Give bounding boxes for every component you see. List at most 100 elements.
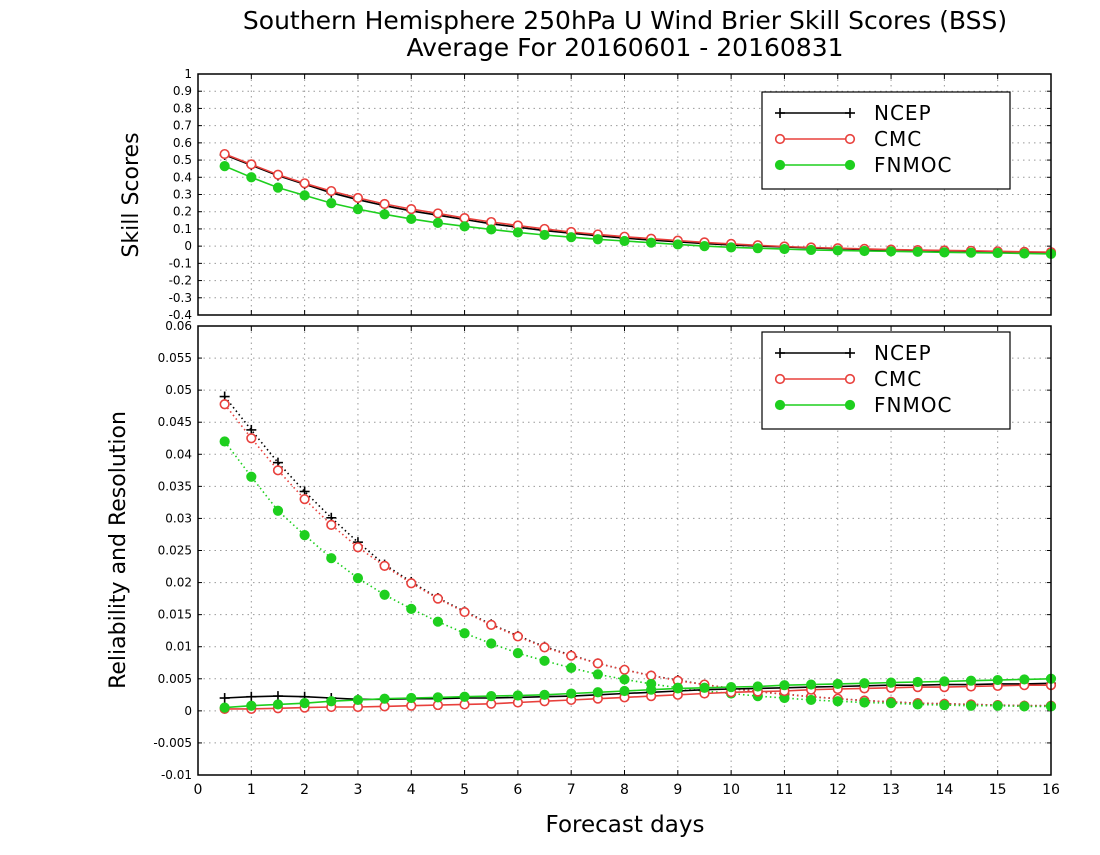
cmc-resolution-series-point bbox=[646, 670, 657, 681]
cmc-resolution-series-point bbox=[459, 606, 470, 618]
legend-label: CMC bbox=[874, 367, 922, 391]
y-tick-label: 0.1 bbox=[173, 222, 192, 236]
fnmoc-series-point bbox=[459, 221, 470, 232]
legend-item-ncep: NCEP bbox=[775, 101, 931, 125]
y-tick-label: -0.005 bbox=[153, 736, 192, 750]
y-tick-label: 0.015 bbox=[158, 608, 192, 622]
fnmoc-reliability-series-point bbox=[619, 685, 630, 697]
fnmoc-reliability-series-point bbox=[592, 687, 603, 698]
fnmoc-series-point bbox=[326, 198, 337, 209]
y-tick-label: 0.9 bbox=[173, 84, 192, 98]
fnmoc-resolution-series-point bbox=[512, 648, 523, 659]
legend-marker bbox=[774, 133, 786, 145]
y-tick-label: 0.04 bbox=[165, 447, 192, 461]
y-tick-label: 0 bbox=[184, 704, 192, 718]
fnmoc-resolution-series-point bbox=[299, 530, 310, 541]
x-tick-label: 3 bbox=[353, 782, 362, 798]
fnmoc-reliability-series-point bbox=[832, 678, 843, 690]
x-tick-label: 0 bbox=[194, 782, 203, 798]
x-tick-label: 14 bbox=[935, 782, 953, 798]
cmc-resolution-series-point bbox=[539, 642, 550, 653]
fnmoc-resolution-series-point bbox=[326, 553, 337, 564]
cmc-reliability-series-line bbox=[224, 684, 1051, 710]
cmc-series-point bbox=[352, 192, 364, 204]
fnmoc-series-point bbox=[219, 160, 230, 172]
legend-item-ncep: NCEP bbox=[775, 341, 931, 365]
ncep-resolution-series-line bbox=[224, 396, 1051, 707]
fnmoc-series-point bbox=[859, 245, 870, 257]
y-tick-label: 0.03 bbox=[165, 511, 192, 525]
cmc-resolution-series-point bbox=[592, 658, 603, 669]
cmc-resolution-series-point bbox=[566, 650, 577, 661]
fnmoc-reliability-series-point bbox=[299, 698, 310, 709]
fnmoc-reliability-series-point bbox=[1019, 674, 1030, 685]
legend-box bbox=[761, 331, 1011, 430]
fnmoc-series-point bbox=[512, 227, 523, 238]
fnmoc-resolution-series-point bbox=[272, 505, 284, 516]
legend-item-cmc: CMC bbox=[774, 367, 922, 391]
x-tick-label: 13 bbox=[882, 782, 900, 798]
fnmoc-reliability-series-point bbox=[246, 700, 257, 711]
cmc-resolution-series-point bbox=[272, 465, 284, 476]
y-tick-label: -0.01 bbox=[161, 768, 192, 782]
y-tick-label: 0.02 bbox=[165, 576, 192, 590]
x-tick-label: 15 bbox=[989, 782, 1007, 798]
chart-title: Southern Hemisphere 250hPa U Wind Brier … bbox=[243, 6, 1007, 35]
cmc-resolution-series-point bbox=[432, 593, 444, 604]
x-tick-label: 4 bbox=[407, 782, 416, 798]
y-tick-label: -0.2 bbox=[169, 274, 192, 288]
y-tick-label: 0.035 bbox=[158, 479, 192, 493]
y-tick-label: 0.6 bbox=[173, 136, 192, 150]
fnmoc-resolution-series-point bbox=[619, 674, 630, 685]
legend-marker bbox=[774, 159, 786, 171]
legend-marker bbox=[774, 373, 786, 385]
cmc-resolution-series-point bbox=[326, 519, 337, 530]
legend-marker bbox=[844, 399, 856, 411]
chart-subtitle: Average For 20160601 - 20160831 bbox=[406, 33, 843, 62]
fnmoc-reliability-series-point bbox=[672, 683, 683, 694]
legend-item-fnmoc: FNMOC bbox=[774, 393, 951, 417]
fnmoc-reliability-series-point bbox=[406, 692, 417, 704]
cmc-series-point bbox=[326, 185, 337, 197]
y-tick-label: 0.055 bbox=[158, 351, 192, 365]
fnmoc-series-point bbox=[885, 246, 897, 257]
fnmoc-resolution-series-point bbox=[352, 572, 364, 584]
fnmoc-resolution-series-point bbox=[939, 699, 950, 711]
fnmoc-series bbox=[219, 160, 1057, 259]
fnmoc-series-point bbox=[939, 247, 950, 258]
legend-marker bbox=[845, 108, 855, 118]
x-tick-label: 5 bbox=[460, 782, 469, 798]
x-tick-label: 1 bbox=[247, 782, 256, 798]
fnmoc-reliability-series-point bbox=[379, 693, 390, 704]
fnmoc-series-point bbox=[832, 245, 843, 256]
y-tick-label: -0.1 bbox=[169, 256, 192, 270]
y-tick-label: 0.01 bbox=[165, 640, 192, 654]
fnmoc-series-point bbox=[379, 209, 390, 220]
cmc-resolution-series-point bbox=[219, 399, 230, 410]
fnmoc-resolution-series-point bbox=[885, 698, 897, 709]
fnmoc-resolution-series-point bbox=[592, 669, 603, 680]
legend-box bbox=[761, 91, 1011, 190]
cmc-series-point bbox=[219, 148, 230, 160]
legend-label: CMC bbox=[874, 127, 922, 151]
cmc-resolution-series-point bbox=[352, 542, 364, 553]
reliability-axis-label: Reliability and Resolution bbox=[106, 411, 131, 689]
fnmoc-resolution-series-line bbox=[224, 441, 1051, 708]
plot-frame bbox=[197, 73, 1052, 316]
cmc-resolution-series-point bbox=[379, 560, 390, 571]
fnmoc-resolution-series-point bbox=[1019, 701, 1030, 712]
fnmoc-series-point bbox=[486, 224, 497, 235]
fnmoc-series-point bbox=[779, 243, 790, 255]
y-tick-label: -0.3 bbox=[169, 291, 192, 305]
y-tick-label: 0.4 bbox=[173, 170, 192, 184]
fnmoc-resolution-series-point bbox=[965, 700, 977, 711]
legend-marker bbox=[845, 348, 855, 358]
legend-marker bbox=[844, 159, 856, 171]
fnmoc-resolution-series-point bbox=[406, 603, 417, 614]
legend-marker bbox=[844, 133, 856, 145]
fnmoc-reliability-series-point bbox=[805, 679, 817, 690]
ncep-reliability-series-point bbox=[219, 693, 230, 704]
fnmoc-reliability-series-point bbox=[486, 691, 497, 702]
